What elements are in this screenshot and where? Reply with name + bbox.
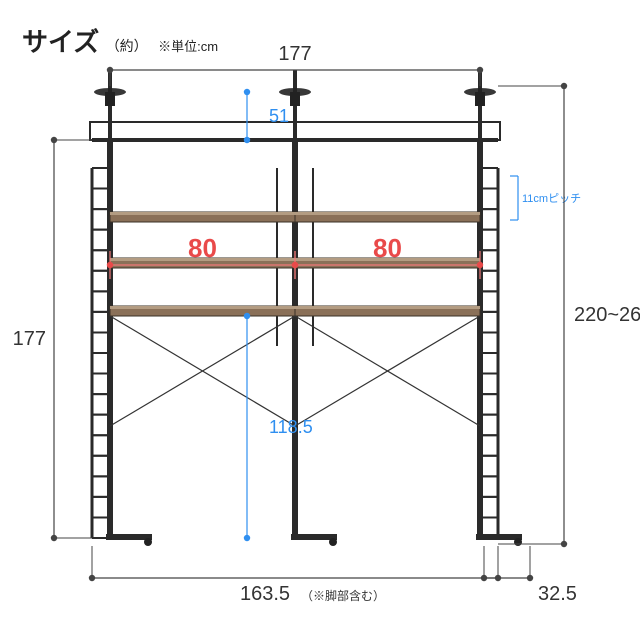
svg-text:177: 177: [278, 43, 311, 65]
dimension-diagram: 177 51 11cmピッチ 80 80 177 118.5 220~260 163.5 （※脚部…: [0, 0, 640, 640]
svg-text:（※脚部含む）: （※脚部含む）: [301, 588, 385, 603]
svg-text:32.5: 32.5: [538, 583, 577, 605]
svg-text:80: 80: [188, 233, 217, 263]
svg-text:51: 51: [269, 106, 289, 126]
svg-text:11cmピッチ: 11cmピッチ: [522, 192, 581, 205]
svg-text:220~260: 220~260: [574, 304, 640, 326]
svg-text:177: 177: [13, 328, 46, 350]
svg-text:118.5: 118.5: [269, 417, 313, 437]
svg-text:80: 80: [373, 233, 402, 263]
svg-text:163.5: 163.5: [240, 583, 290, 605]
